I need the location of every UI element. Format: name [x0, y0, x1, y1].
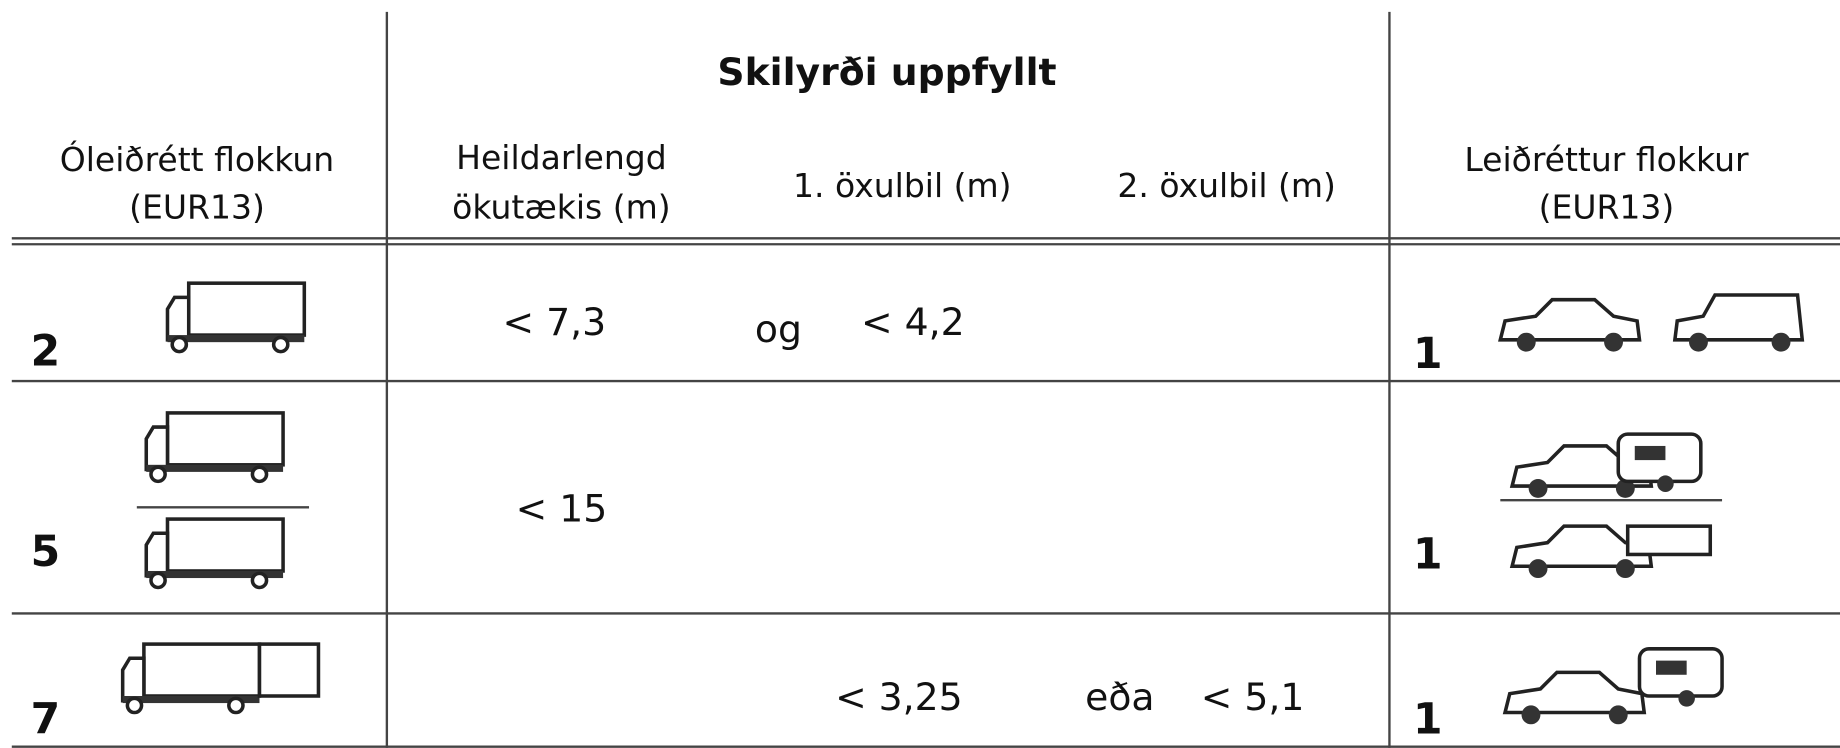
group-title: Skilyrði uppfyllt [717, 50, 1056, 94]
trailer-icon [257, 642, 321, 698]
truck-icon [144, 517, 285, 590]
axle1: < 3,25 [835, 675, 963, 719]
truck-icon [165, 281, 307, 354]
class: 5 [31, 528, 61, 577]
caravan-icon [1637, 647, 1724, 709]
conjunction: og [755, 307, 802, 351]
column-header: 2. öxulbil (m) [1117, 166, 1336, 205]
corrected-class: 1 [1413, 531, 1443, 580]
trailer-icon [1625, 524, 1713, 557]
car-icon [1503, 670, 1646, 727]
length: < 7,3 [503, 300, 607, 344]
column-header: (EUR13) [129, 187, 265, 226]
corrected-class: 1 [1413, 696, 1443, 745]
grid [11, 11, 1840, 748]
van-icon [1673, 293, 1805, 354]
length: < 15 [516, 486, 608, 530]
axle1: < 4,2 [861, 300, 965, 344]
column-header: Heildarlengd [456, 138, 667, 177]
column-header: 1. öxulbil (m) [793, 166, 1012, 205]
class: 2 [31, 328, 61, 377]
column-header: Leiðréttur flokkur [1464, 140, 1749, 179]
column-header: ökutækis (m) [452, 187, 671, 226]
column-header: Óleiðrétt flokkun [60, 139, 334, 179]
conjunction: eða [1085, 675, 1154, 719]
truck-icon [120, 642, 262, 715]
truck-icon [144, 411, 285, 484]
class: 7 [31, 696, 61, 745]
car-icon [1498, 297, 1642, 354]
axle2: < 5,1 [1201, 675, 1305, 719]
column-header: (EUR13) [1539, 187, 1675, 226]
corrected-class: 1 [1413, 330, 1443, 379]
